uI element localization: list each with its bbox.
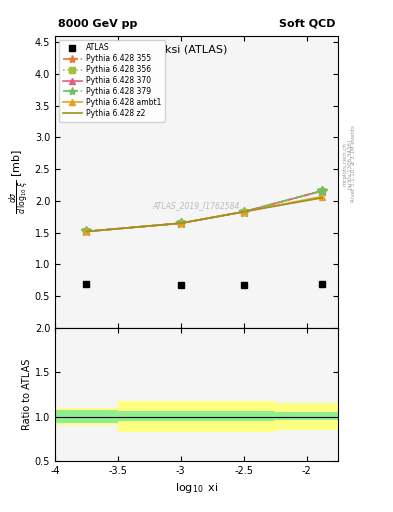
ATLAS — [320, 281, 325, 287]
Line: Pythia 6.428 355: Pythia 6.428 355 — [82, 186, 327, 237]
Pythia 6.428 379 — [84, 228, 89, 234]
Text: mcplots.cern.ch: mcplots.cern.ch — [343, 142, 348, 186]
Pythia 6.428 379 — [241, 209, 246, 215]
X-axis label: $\log_{10}$ xi: $\log_{10}$ xi — [175, 481, 218, 495]
Pythia 6.428 355 — [178, 220, 183, 226]
Line: ATLAS: ATLAS — [83, 280, 326, 289]
Pythia 6.428 z2 — [178, 220, 183, 226]
Y-axis label: Ratio to ATLAS: Ratio to ATLAS — [22, 359, 32, 430]
ATLAS — [241, 283, 246, 289]
Pythia 6.428 356 — [84, 228, 89, 234]
Pythia 6.428 355 — [320, 188, 325, 194]
Line: Pythia 6.428 z2: Pythia 6.428 z2 — [86, 198, 322, 231]
Pythia 6.428 ambt1 — [320, 194, 325, 200]
Pythia 6.428 z2 — [320, 195, 325, 201]
Legend: ATLAS, Pythia 6.428 355, Pythia 6.428 356, Pythia 6.428 370, Pythia 6.428 379, P: ATLAS, Pythia 6.428 355, Pythia 6.428 35… — [59, 39, 165, 122]
Text: 8000 GeV pp: 8000 GeV pp — [58, 18, 137, 29]
Pythia 6.428 z2 — [241, 209, 246, 215]
Pythia 6.428 ambt1 — [84, 228, 89, 234]
Pythia 6.428 z2 — [84, 228, 89, 234]
Pythia 6.428 370 — [320, 188, 325, 194]
ATLAS — [178, 282, 183, 288]
Line: Pythia 6.428 370: Pythia 6.428 370 — [83, 187, 326, 235]
Pythia 6.428 370 — [241, 209, 246, 215]
Y-axis label: $\frac{d\sigma}{d\,\log_{10}\,\xi}$ [mb]: $\frac{d\sigma}{d\,\log_{10}\,\xi}$ [mb] — [8, 150, 32, 215]
Pythia 6.428 356 — [241, 209, 246, 215]
Text: ksi (ATLAS): ksi (ATLAS) — [165, 45, 228, 55]
Pythia 6.428 370 — [84, 228, 89, 234]
Line: Pythia 6.428 ambt1: Pythia 6.428 ambt1 — [83, 193, 326, 235]
Pythia 6.428 355 — [84, 228, 89, 234]
Pythia 6.428 ambt1 — [178, 220, 183, 226]
Pythia 6.428 356 — [178, 220, 183, 226]
Pythia 6.428 355 — [241, 209, 246, 215]
Pythia 6.428 379 — [178, 220, 183, 226]
Text: ATLAS_2019_I1762584: ATLAS_2019_I1762584 — [153, 201, 240, 210]
Pythia 6.428 ambt1 — [241, 209, 246, 215]
Line: Pythia 6.428 356: Pythia 6.428 356 — [83, 187, 326, 235]
Pythia 6.428 370 — [178, 220, 183, 226]
Text: [arXiv:1306.3436]: [arXiv:1306.3436] — [347, 139, 352, 189]
Pythia 6.428 379 — [320, 188, 325, 194]
Text: Soft QCD: Soft QCD — [279, 18, 335, 29]
Line: Pythia 6.428 379: Pythia 6.428 379 — [82, 186, 327, 237]
Text: Rivet 3.1.10; ≥ 3.1M events: Rivet 3.1.10; ≥ 3.1M events — [351, 125, 356, 202]
Pythia 6.428 356 — [320, 188, 325, 194]
ATLAS — [84, 281, 89, 287]
